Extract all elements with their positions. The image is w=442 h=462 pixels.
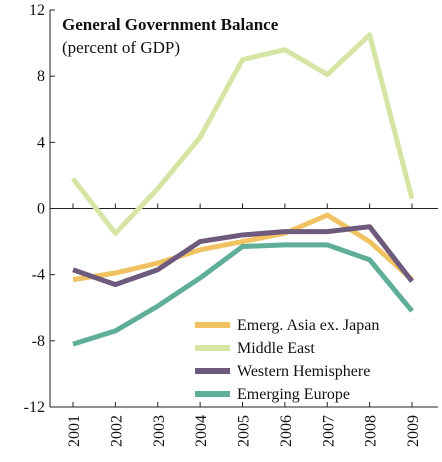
chart-subtitle: (percent of GDP) [62,38,180,57]
y-tick-label: 8 [37,68,45,85]
chart-title: General Government Balance [62,15,279,34]
x-tick-label: 2008 [363,415,380,447]
x-tick-label: 2001 [66,415,83,447]
series-line [72,212,414,283]
x-tick-label: 2003 [151,415,168,447]
y-tick-label: 12 [29,2,45,19]
series-line [71,32,415,236]
legend-label: Middle East [237,340,315,357]
series-line [72,242,414,347]
legend-label: Emerg. Asia ex. Japan [237,317,379,334]
y-tick-label: 4 [37,134,45,151]
x-tick-label: 2004 [193,415,210,447]
y-tick-label: 0 [37,201,45,218]
y-tick-label: -12 [24,399,45,416]
series-line [72,224,414,288]
x-tick-label: 2007 [320,415,337,447]
y-tick-label: -4 [32,267,45,284]
legend-label: Emerging Europe [237,386,350,403]
x-tick-label: 2009 [405,415,422,447]
x-tick-label: 2006 [278,415,295,447]
x-tick-label: 2005 [236,415,253,447]
y-tick-label: -8 [32,333,45,350]
legend-label: Western Hemisphere [237,363,370,380]
x-tick-label: 2002 [108,415,125,447]
